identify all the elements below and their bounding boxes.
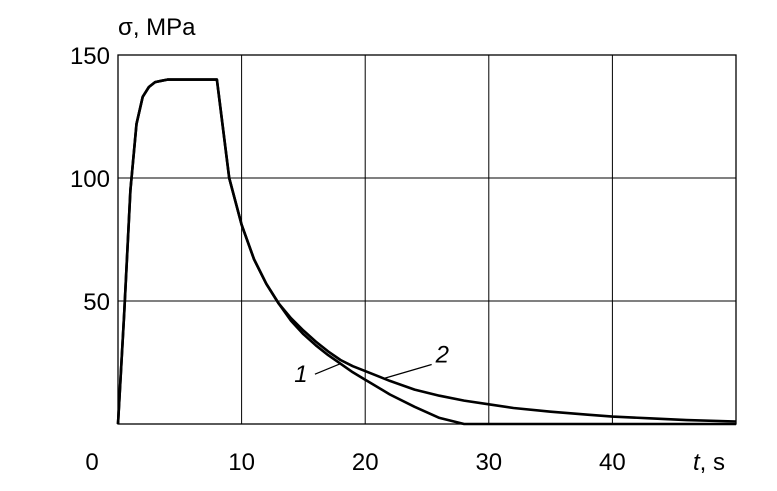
curve-annotations: 12 [294,342,449,389]
y-axis-label: σ, MPa [118,14,196,41]
x-axis-variable: t [693,449,701,476]
annotation-leader-1 [314,363,341,375]
series-line-1 [116,78,736,426]
series-lines [116,78,737,426]
y-tick-label: 50 [83,289,110,316]
x-tick-label: 20 [352,449,379,476]
annotation-leader-2 [383,363,432,380]
x-tick-label: 30 [475,449,502,476]
annotation-leaders [314,363,432,380]
grid [117,54,737,425]
series-line-2 [116,78,737,425]
x-axis-unit: , s [700,449,725,476]
curve-label-2: 2 [435,342,449,369]
x-tick-label: 40 [599,449,626,476]
y-tick-labels: 50 100 150 [70,43,110,316]
x-tick-label: 10 [228,449,255,476]
y-tick-label: 100 [70,166,110,193]
x-axis-label: t, s [693,449,725,476]
x-tick-label: 0 [85,449,98,476]
x-tick-labels: 0 10 20 30 40 [85,449,625,476]
y-tick-label: 150 [70,43,110,70]
curve-label-1: 1 [294,361,307,388]
plot-frame [117,54,737,425]
